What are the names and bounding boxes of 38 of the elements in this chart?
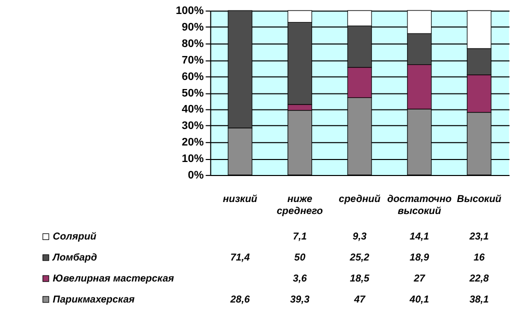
x-tick-label: средний [338,194,380,205]
data-label: 16 [474,252,486,264]
data-label: 47 [353,294,366,306]
data-label: 3,6 [292,274,308,285]
data-label: 28,6 [229,294,250,306]
data-label: 22,8 [468,274,490,285]
y-tick-label: 30% [182,120,204,132]
y-tick-label: 10% [182,153,204,165]
x-tick-label: низкий [222,194,258,205]
x-tick-label: достаточно высокий [387,194,452,217]
y-tick-label: 20% [182,136,204,149]
data-label: 27 [412,274,426,285]
y-tick-label: 50% [182,87,204,100]
y-tick-label: 70% [182,54,204,66]
data-label: 18,9 [410,252,430,264]
legend-label: Ювелирная мастерская [52,274,174,285]
data-label: 25,2 [348,252,370,264]
legend-label: Ломбард [52,252,98,264]
y-tick-label: 0% [188,169,204,182]
y-tick-label: 60% [182,70,204,83]
data-label: 40,1 [408,294,430,306]
y-tick-label: 100% [176,5,204,18]
data-label: 9,3 [352,232,367,243]
legend-label: Солярий [52,232,96,243]
y-tick-label: 40% [182,104,204,116]
data-label: 71,4 [230,252,250,264]
data-label: 7,1 [292,232,307,243]
legend-label: Парикмахерская [52,294,135,306]
data-label: 14,1 [410,232,430,243]
data-label: 18,5 [350,274,370,285]
data-label: 39,3 [290,294,310,306]
x-tick-label: ниже среднего [276,194,323,217]
y-tick-label: 90% [182,22,204,34]
data-label: 23,1 [468,232,489,243]
data-label: 38,1 [469,294,489,306]
data-label: 50 [294,252,306,264]
y-tick-label: 80% [182,38,204,50]
x-tick-label: Высокий [456,194,502,205]
